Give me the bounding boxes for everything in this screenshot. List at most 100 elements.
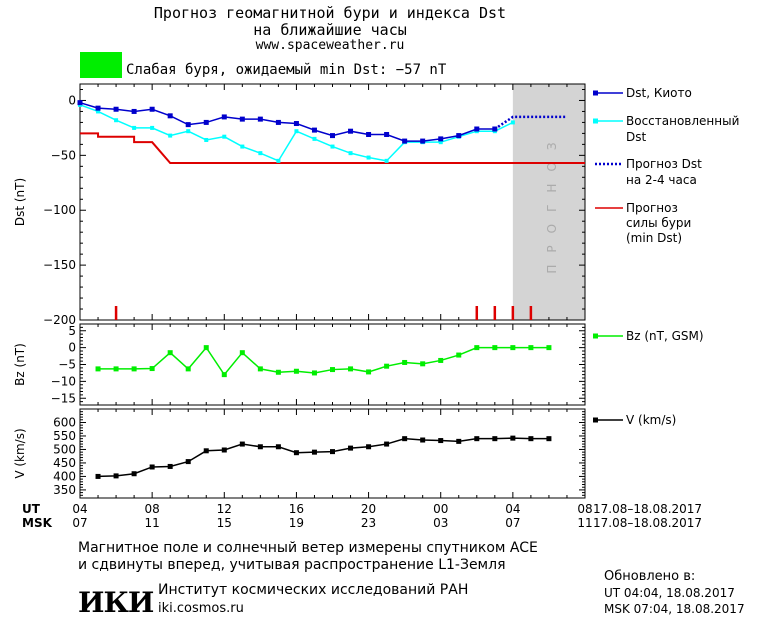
- dst-kyoto-point: [293, 121, 299, 127]
- storm-status-swatch: [80, 52, 122, 78]
- restored-dst-point: [366, 155, 371, 160]
- v-point: [203, 448, 209, 454]
- v-point: [131, 471, 137, 477]
- msk-tick-label: 03: [433, 516, 448, 530]
- v-point: [149, 464, 155, 470]
- dst-kyoto-point: [366, 131, 372, 137]
- dst-kyoto-line: [79, 101, 495, 142]
- v-point: [492, 436, 498, 442]
- legend-restored-2: Dst: [626, 130, 646, 144]
- dst-kyoto-point: [438, 136, 444, 142]
- msk-tick-label: 23: [361, 516, 376, 530]
- msk-dates: 17.08–18.08.2017: [593, 516, 702, 530]
- ut-tick-label: 08: [145, 502, 160, 516]
- bz-point: [275, 369, 281, 375]
- bz-point: [149, 366, 155, 372]
- dst-kyoto-point: [311, 127, 317, 133]
- dst-kyoto-point: [474, 126, 480, 132]
- legend-dst-kyoto: Dst, Киото: [626, 86, 692, 100]
- forecast-band-label: ПРОГНОЗ: [545, 130, 559, 273]
- legend-storm-2: силы бури: [626, 216, 691, 230]
- msk-tick-label: 07: [505, 516, 520, 530]
- forecast-band: [512, 84, 585, 320]
- dst-kyoto-point: [203, 119, 209, 125]
- y-tick-label: 450: [53, 456, 76, 470]
- y-axis-label: V (km/s): [13, 428, 27, 478]
- restored-dst-point: [204, 137, 209, 142]
- y-axis-label: Dst (nT): [13, 178, 27, 226]
- restored-dst-point: [240, 144, 245, 149]
- restored-dst-point: [150, 125, 155, 130]
- dst-kyoto-point: [149, 106, 155, 112]
- site-url[interactable]: www.spaceweather.ru: [255, 38, 405, 53]
- y-tick-label: −50: [51, 148, 76, 162]
- dst-kyoto-point: [239, 116, 245, 122]
- bz-point: [95, 366, 101, 372]
- bz-point: [257, 366, 263, 372]
- legend-v: V (km/s): [626, 413, 676, 427]
- dst-kyoto-point: [77, 100, 83, 106]
- updated-ut: UT 04:04, 18.08.2017: [604, 586, 735, 600]
- dst-kyoto-point: [257, 116, 263, 122]
- dst-kyoto-point: [185, 122, 191, 128]
- y-tick-label: −100: [43, 203, 76, 217]
- y-tick-label: −15: [51, 391, 76, 405]
- v-point: [113, 473, 119, 479]
- storm-status-text: Слабая буря, ожидаемый min Dst: −57 nT: [126, 62, 447, 78]
- institute-name: Институт космических исследований РАН: [158, 582, 469, 598]
- bz-point: [203, 345, 209, 351]
- chart-title-line1: Прогноз геомагнитной бури и индекса Dst: [153, 4, 507, 22]
- v-point: [366, 444, 372, 450]
- y-tick-label: 0: [68, 341, 76, 355]
- v-legend-marker: [593, 417, 598, 423]
- footer-note-line2: и сдвинуты вперед, учитывая распростране…: [78, 557, 506, 573]
- msk-label: MSK: [22, 516, 53, 530]
- v-point: [348, 445, 354, 451]
- restored-dst-point: [330, 144, 335, 149]
- legend-restored-1: Восстановленный: [626, 114, 739, 128]
- msk-tick-label: 19: [289, 516, 304, 530]
- institute-site[interactable]: iki.cosmos.ru: [158, 601, 244, 616]
- dst-kyoto-point: [420, 138, 426, 144]
- dst-kyoto-point: [167, 113, 173, 119]
- restored-dst-point: [114, 118, 119, 123]
- ut-tick-label: 00: [433, 502, 448, 516]
- ut-label: UT: [22, 502, 41, 516]
- v-point: [438, 438, 444, 444]
- ut-tick-label: 20: [361, 502, 376, 516]
- restored-dst-point: [384, 158, 389, 163]
- bz-line: [98, 346, 549, 376]
- restored-dst-point: [312, 136, 317, 141]
- v-point: [474, 436, 480, 442]
- restored-dst-point: [348, 151, 353, 156]
- y-tick-label: 400: [53, 469, 76, 483]
- restored-dst-point: [132, 125, 137, 130]
- bz-point: [438, 357, 444, 363]
- ut-tick-label: 04: [505, 502, 520, 516]
- bz-point: [311, 370, 317, 376]
- restored-dst-point: [186, 129, 191, 134]
- legend-bz: Bz (nT, GSM): [626, 329, 704, 343]
- dst-kyoto-point: [95, 105, 101, 111]
- v-point: [311, 449, 317, 455]
- y-tick-label: 0: [68, 93, 76, 107]
- ut-tick-label: 08: [577, 502, 592, 516]
- bz-point: [348, 366, 354, 372]
- ut-tick-label: 04: [72, 502, 87, 516]
- legend-storm-1: Прогноз: [626, 201, 678, 215]
- v-point: [510, 435, 516, 441]
- restored-dst-point: [294, 129, 299, 134]
- msk-tick-label: 07: [72, 516, 87, 530]
- dst-kyoto-point: [492, 126, 498, 132]
- v-point: [185, 459, 191, 465]
- v-point: [221, 447, 227, 453]
- bz-point: [113, 366, 119, 372]
- bz-point: [510, 345, 516, 351]
- bz-point: [420, 361, 426, 367]
- ut-dates: 17.08–18.08.2017: [593, 502, 702, 516]
- v-point: [330, 449, 335, 455]
- y-tick-label: −200: [43, 313, 76, 327]
- footer-note-line1: Магнитное поле и солнечный ветер измерен…: [78, 540, 538, 556]
- bz-point: [131, 366, 137, 372]
